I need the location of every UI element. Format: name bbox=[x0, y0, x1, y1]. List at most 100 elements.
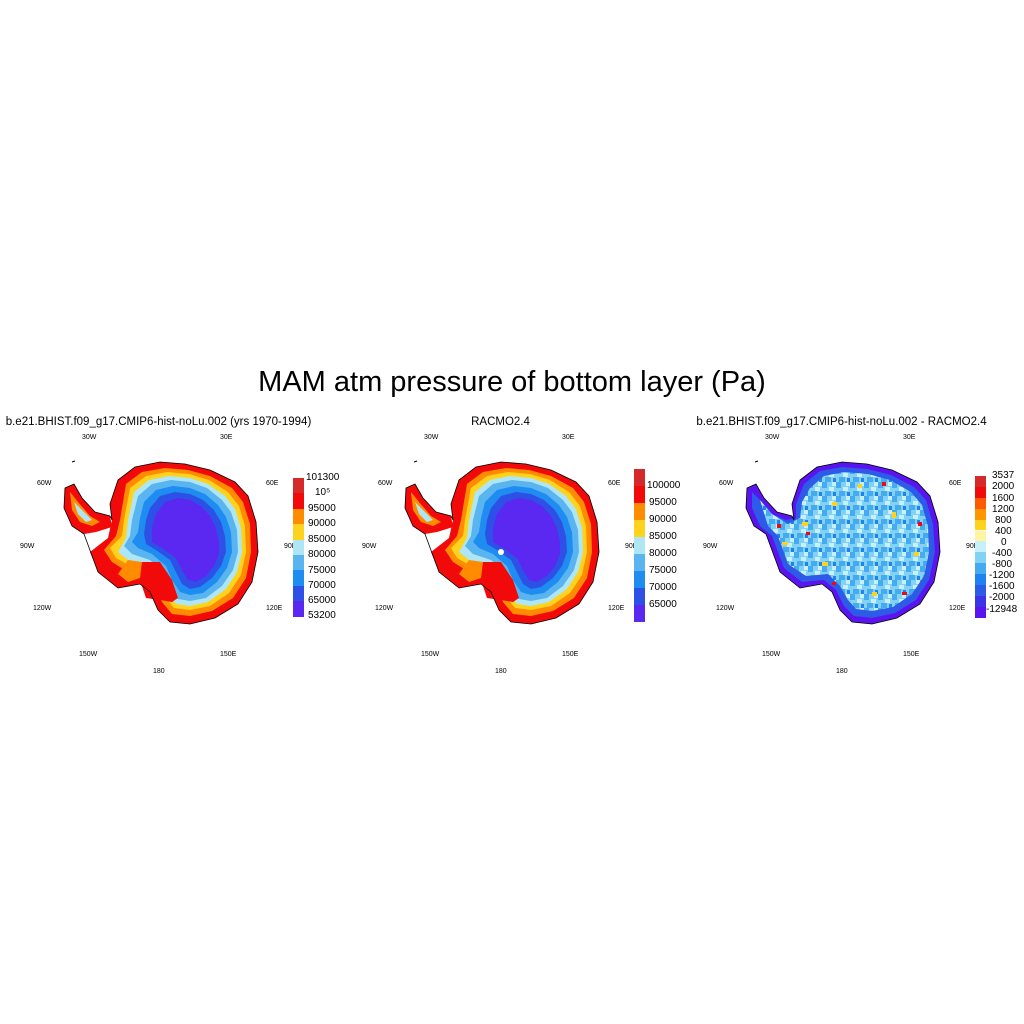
colorbar-swatch bbox=[975, 563, 986, 575]
lon-label-150e: 150E bbox=[562, 651, 579, 658]
colorbar-label: 65000 bbox=[649, 599, 677, 610]
colorbar-swatch bbox=[634, 503, 645, 520]
colorbar-swatch bbox=[975, 530, 986, 542]
colorbar: 101300 10⁵ 95000 90000 85000 80000 75000… bbox=[293, 472, 353, 621]
lon-label-60e: 60E bbox=[266, 480, 279, 487]
colorbar-swatch bbox=[975, 595, 986, 607]
colorbar-label: 80000 bbox=[649, 548, 677, 559]
colorbar-label: -12948 bbox=[986, 604, 1018, 615]
colorbar-label: 75000 bbox=[308, 565, 336, 576]
lon-label-120e: 120E bbox=[266, 605, 283, 612]
lon-label-180: 180 bbox=[495, 668, 507, 675]
lon-label-150w: 150W bbox=[421, 651, 440, 658]
lon-label-90e: 90E bbox=[284, 543, 297, 550]
colorbar-swatch bbox=[634, 486, 645, 503]
lon-label-120w: 120W bbox=[375, 605, 394, 612]
colorbar-label: -400 bbox=[992, 548, 1013, 559]
lon-label-60w: 60W bbox=[378, 480, 393, 487]
colorbar-label: 80000 bbox=[308, 549, 336, 560]
colorbar-swatch bbox=[293, 555, 304, 571]
colorbar-label: 100000 bbox=[647, 480, 681, 491]
lon-label-90e: 90E bbox=[966, 543, 979, 550]
lon-label-120w: 120W bbox=[33, 605, 52, 612]
colorbar-swatch bbox=[634, 469, 645, 486]
colorbar-swatch bbox=[293, 524, 304, 540]
colorbar-swatch bbox=[293, 493, 304, 509]
colorbar-label: 101300 bbox=[306, 472, 340, 483]
lon-label-150w: 150W bbox=[79, 651, 98, 658]
antarctica-difference-map bbox=[745, 460, 941, 625]
colorbar-label: -1600 bbox=[989, 581, 1015, 592]
panel-title: b.e21.BHIST.f09_g17.CMIP6-hist-noLu.002 … bbox=[696, 416, 987, 428]
lon-label-30w: 30W bbox=[82, 434, 97, 441]
panel-difference: b.e21.BHIST.f09_g17.CMIP6-hist-noLu.002 … bbox=[682, 412, 1023, 682]
lon-label-30e: 30E bbox=[562, 434, 575, 441]
lon-label-120e: 120E bbox=[608, 605, 625, 612]
lon-label-90w: 90W bbox=[20, 543, 35, 550]
colorbar-label: 70000 bbox=[308, 580, 336, 591]
lon-label-120w: 120W bbox=[716, 605, 735, 612]
colorbar-swatch bbox=[975, 552, 986, 564]
lon-label-60e: 60E bbox=[949, 480, 962, 487]
colorbar-swatch bbox=[293, 478, 304, 494]
colorbar-swatch bbox=[975, 476, 986, 487]
colorbar-label: -800 bbox=[992, 559, 1013, 570]
colorbar-label: 400 bbox=[995, 526, 1012, 537]
lon-label-60w: 60W bbox=[719, 480, 734, 487]
antarctica-pressure-map bbox=[404, 460, 600, 625]
panel-racmo: RACMO2.4 30W 30E 60W 60E 90W 90E 120W 12… bbox=[341, 412, 682, 682]
lon-label-60e: 60E bbox=[608, 480, 621, 487]
figure-title: MAM atm pressure of bottom layer (Pa) bbox=[258, 366, 766, 398]
colorbar-swatch bbox=[975, 606, 986, 618]
colorbar-swatch bbox=[975, 486, 986, 498]
lon-label-90w: 90W bbox=[703, 543, 718, 550]
colorbar-swatch bbox=[634, 520, 645, 537]
lon-label-150e: 150E bbox=[903, 651, 920, 658]
colorbar-label: 85000 bbox=[649, 531, 677, 542]
colorbar-swatch bbox=[634, 537, 645, 554]
lon-label-30w: 30W bbox=[765, 434, 780, 441]
colorbar-swatch bbox=[634, 605, 645, 622]
colorbar-label: 1200 bbox=[992, 504, 1015, 515]
colorbar-label: 800 bbox=[995, 515, 1012, 526]
colorbar-label: 2000 bbox=[992, 481, 1015, 492]
lon-label-150e: 150E bbox=[220, 651, 237, 658]
colorbar-swatch bbox=[634, 554, 645, 571]
colorbar-swatch bbox=[975, 519, 986, 531]
colorbar-label: -1200 bbox=[989, 570, 1015, 581]
colorbar-label: 70000 bbox=[649, 582, 677, 593]
colorbar-label: 65000 bbox=[308, 595, 336, 606]
colorbar-swatch bbox=[634, 571, 645, 588]
colorbar-label: 3537 bbox=[992, 470, 1015, 481]
colorbar-swatch bbox=[293, 601, 304, 617]
lon-label-30e: 30E bbox=[903, 434, 916, 441]
lon-label-150w: 150W bbox=[762, 651, 781, 658]
colorbar: 3537 2000 1600 1200 800 400 0 -400 -800 … bbox=[975, 470, 1024, 618]
panel-title: b.e21.BHIST.f09_g17.CMIP6-hist-noLu.002 … bbox=[5, 416, 312, 428]
lon-label-30w: 30W bbox=[424, 434, 439, 441]
panel-model: b.e21.BHIST.f09_g17.CMIP6-hist-noLu.002 … bbox=[0, 412, 341, 682]
colorbar-label: 90000 bbox=[308, 518, 336, 529]
lon-label-90w: 90W bbox=[362, 543, 377, 550]
colorbar-label: 0 bbox=[1001, 537, 1007, 548]
colorbar-swatch bbox=[293, 539, 304, 555]
lon-label-180: 180 bbox=[836, 668, 848, 675]
colorbar-label: 85000 bbox=[308, 534, 336, 545]
lon-label-120e: 120E bbox=[949, 605, 966, 612]
colorbar-swatch bbox=[293, 570, 304, 586]
colorbar-label: 10⁵ bbox=[315, 487, 331, 498]
colorbar-label: 95000 bbox=[649, 497, 677, 508]
colorbar-swatch bbox=[975, 585, 986, 596]
colorbar-swatch bbox=[975, 574, 986, 585]
colorbar-label: 95000 bbox=[308, 503, 336, 514]
lon-label-90e: 90E bbox=[625, 543, 638, 550]
colorbar: 100000 95000 90000 85000 80000 75000 700… bbox=[634, 469, 694, 623]
panel-title: RACMO2.4 bbox=[471, 416, 530, 428]
colorbar-label: -2000 bbox=[989, 592, 1015, 603]
colorbar-label: 90000 bbox=[649, 514, 677, 525]
lon-label-60w: 60W bbox=[37, 480, 52, 487]
lon-label-180: 180 bbox=[153, 668, 165, 675]
colorbar-swatch bbox=[975, 541, 986, 553]
antarctica-pressure-map bbox=[63, 460, 259, 625]
colorbar-label: 53200 bbox=[308, 610, 336, 621]
